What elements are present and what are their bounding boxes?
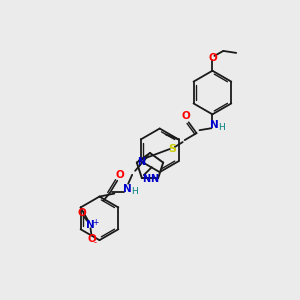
Text: O: O xyxy=(77,208,86,218)
Text: O: O xyxy=(208,53,217,63)
Text: N: N xyxy=(137,157,145,166)
Text: H: H xyxy=(218,123,225,132)
Text: N: N xyxy=(86,220,95,230)
Text: N: N xyxy=(210,120,219,130)
Text: N: N xyxy=(123,184,132,194)
Text: +: + xyxy=(92,218,99,227)
Text: O: O xyxy=(116,170,125,180)
Text: S: S xyxy=(168,144,176,154)
Text: H: H xyxy=(131,187,137,196)
Text: O: O xyxy=(181,111,190,121)
Text: -: - xyxy=(94,238,97,247)
Text: O: O xyxy=(87,234,96,244)
Text: N: N xyxy=(142,174,150,184)
Text: N: N xyxy=(150,174,158,184)
